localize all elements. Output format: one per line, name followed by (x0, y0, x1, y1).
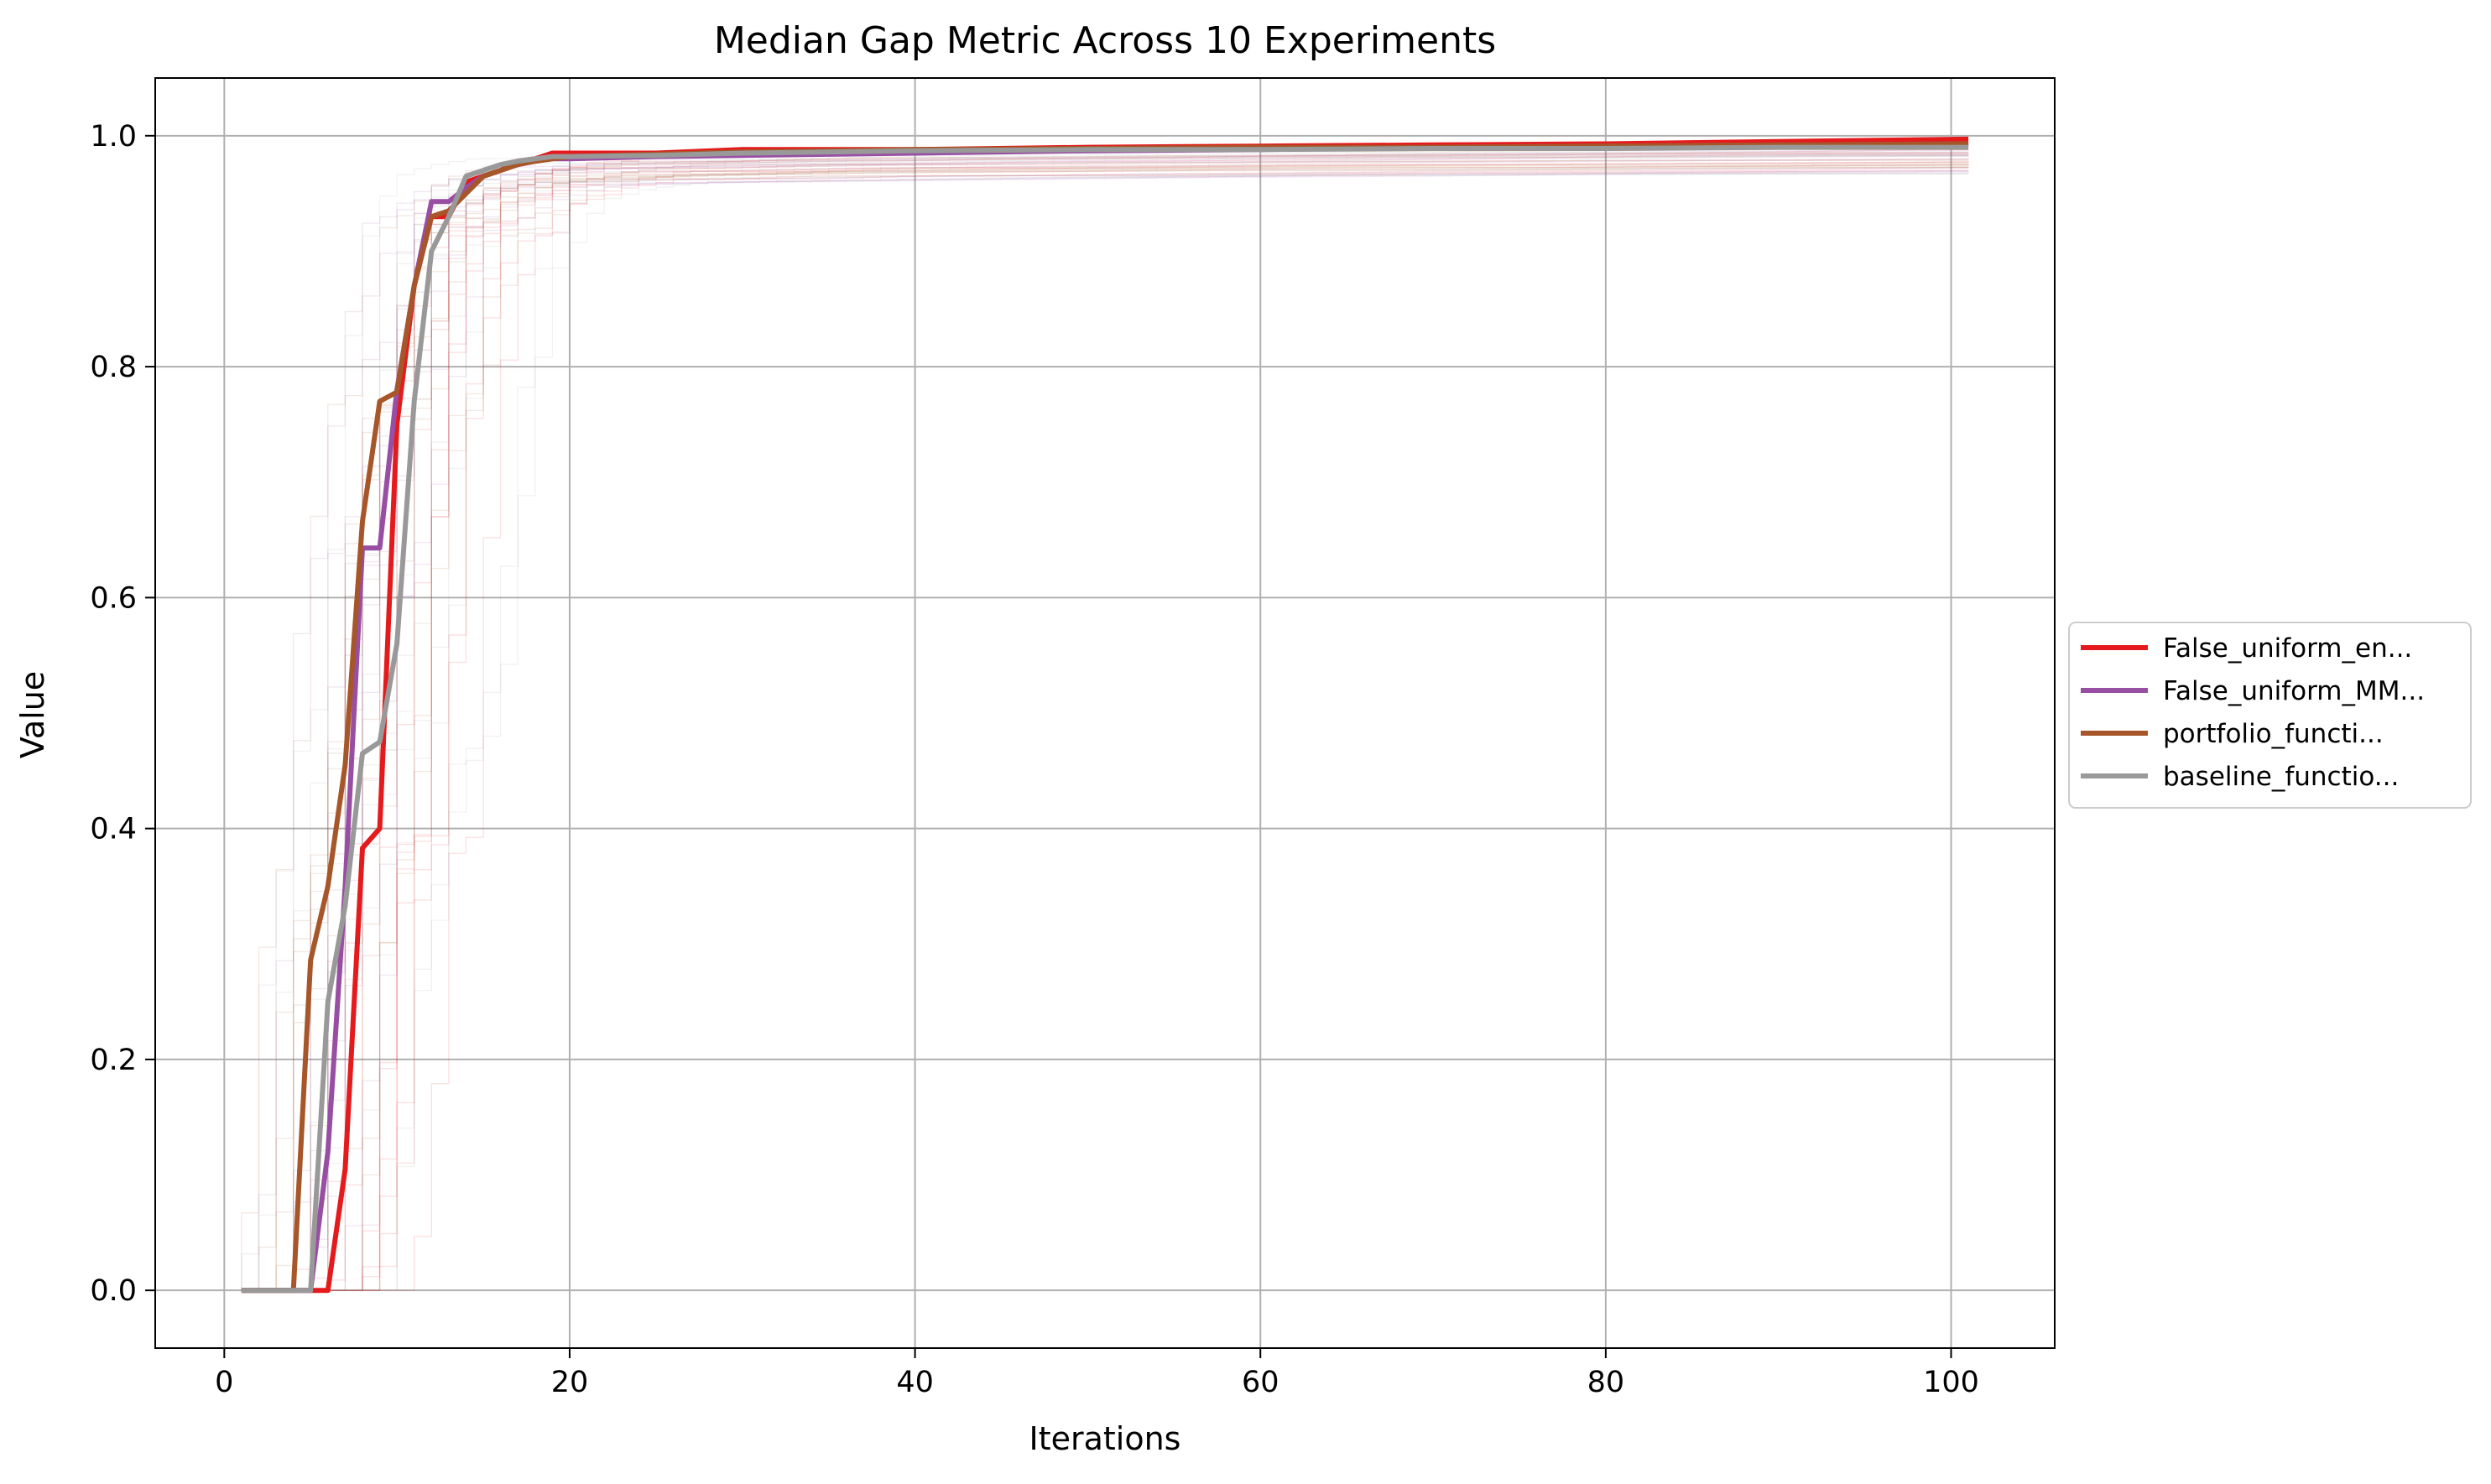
background-run-line (241, 166, 1969, 1291)
background-run-line (241, 167, 1969, 1291)
background-run-line (241, 164, 1969, 1291)
legend-label: portfolio_functi... (2163, 719, 2384, 749)
y-axis-label: Value (14, 671, 51, 758)
x-tick-label: 60 (1242, 1366, 1279, 1399)
y-tick-label: 0.2 (90, 1044, 137, 1077)
y-tick-label: 0.0 (90, 1274, 137, 1308)
background-run-line (241, 159, 1969, 1291)
background-run-line (241, 151, 1969, 1291)
background-run-line (241, 171, 1969, 1291)
plot-frame (154, 77, 2056, 1349)
background-run-line (241, 159, 1969, 1291)
legend: False_uniform_en... False_uniform_MM...po… (2068, 622, 2472, 809)
background-run-line (241, 149, 1969, 1291)
plot-background (155, 78, 2055, 1348)
median-series (241, 136, 1969, 1294)
grid-lines (155, 78, 2055, 1348)
background-run-line (241, 154, 1969, 1291)
x-axis-label: Iterations (1029, 1420, 1181, 1457)
series-line (241, 144, 1969, 1294)
background-run-line (241, 163, 1969, 1291)
background-run-line (241, 164, 1969, 1291)
background-run-line (241, 169, 1969, 1291)
plot-area (154, 77, 2056, 1349)
background-run-line (241, 153, 1969, 1291)
background-run-line (241, 160, 1969, 1291)
x-tick-label: 80 (1587, 1366, 1625, 1399)
background-run-line (241, 155, 1969, 1291)
background-run-line (241, 154, 1969, 1291)
legend-label: False_uniform_en... (2163, 633, 2412, 664)
x-tick-label: 20 (551, 1366, 589, 1399)
y-tick-label: 0.8 (90, 351, 137, 384)
background-run-line (241, 173, 1969, 1291)
background-runs (241, 144, 1969, 1291)
background-run-line (241, 159, 1969, 1291)
legend-box (2068, 622, 2472, 809)
background-run-line (241, 172, 1969, 1291)
background-run-line (241, 155, 1969, 1291)
background-run-line (241, 173, 1969, 1291)
background-run-line (241, 167, 1969, 1291)
background-run-line (241, 169, 1969, 1291)
legend-label: False_uniform_MM... (2163, 676, 2425, 706)
x-axis-ticks: 0 20 40 60 80 100 (215, 1348, 1979, 1399)
y-tick-label: 0.6 (90, 581, 137, 615)
background-run-line (241, 166, 1969, 1291)
background-run-line (241, 151, 1969, 1291)
background-run-line (241, 166, 1969, 1291)
background-run-line (241, 154, 1969, 1291)
x-tick-label: 100 (1923, 1366, 1979, 1399)
x-tick-label: 40 (896, 1366, 934, 1399)
x-tick-label: 0 (215, 1366, 233, 1399)
y-tick-label: 1.0 (90, 120, 137, 154)
background-run-line (241, 164, 1969, 1291)
background-run-line (241, 149, 1969, 1291)
y-tick-label: 0.4 (90, 813, 137, 846)
background-run-line (241, 161, 1969, 1291)
background-run-line (241, 170, 1969, 1291)
background-run-line (241, 161, 1969, 1291)
legend-label: baseline_functio... (2163, 762, 2399, 792)
background-run-line (241, 152, 1969, 1291)
chart-title: Median Gap Metric Across 10 Experiments (714, 19, 1496, 62)
y-axis-ticks: 0.0 0.2 0.4 0.6 0.8 1.0 (90, 120, 155, 1308)
background-run-line (241, 158, 1969, 1291)
legend-entries: False_uniform_en... False_uniform_MM...po… (2081, 633, 2425, 792)
background-run-line (241, 151, 1969, 1291)
background-run-line (241, 154, 1969, 1291)
